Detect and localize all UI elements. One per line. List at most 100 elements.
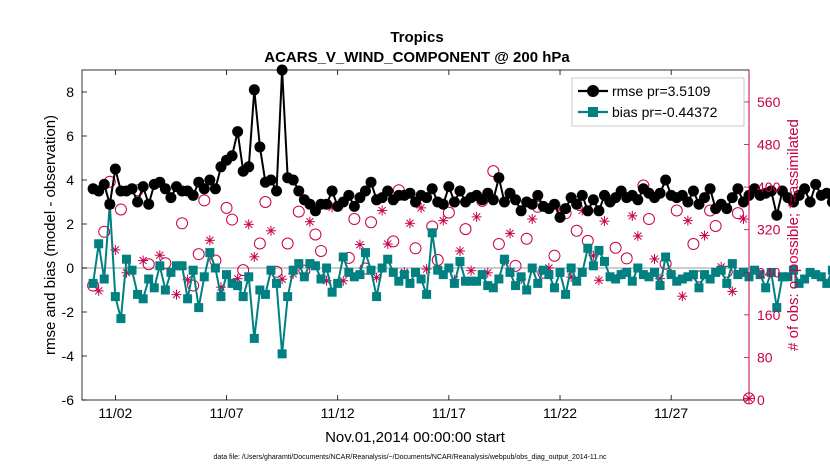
bias-point xyxy=(700,270,710,280)
obs-assimilated-point xyxy=(593,275,604,286)
rmse-point xyxy=(265,174,277,186)
rmse-point xyxy=(526,198,538,210)
bias-point xyxy=(133,289,143,299)
rmse-point xyxy=(571,198,583,210)
y-left-tick-label: -4 xyxy=(62,348,75,364)
rmse-point xyxy=(454,185,466,197)
bias-point xyxy=(244,272,254,282)
rmse-point xyxy=(726,192,738,204)
rmse-point xyxy=(137,181,149,193)
bias-point xyxy=(605,272,615,282)
bias-point xyxy=(650,267,660,277)
bias-point xyxy=(272,278,282,288)
rmse-point xyxy=(321,198,333,210)
rmse-point xyxy=(132,196,144,208)
bias-point xyxy=(255,285,265,295)
rmse-series xyxy=(87,64,830,223)
bias-point xyxy=(677,274,687,284)
rmse-point xyxy=(448,196,460,208)
obs-assimilated-point xyxy=(138,255,149,266)
bias-point xyxy=(827,265,830,275)
chart-subtitle: ACARS_V_WIND_COMPONENT @ 200 hPa xyxy=(264,49,570,66)
obs-possible-point xyxy=(220,201,233,214)
bias-point xyxy=(355,270,365,280)
obs-assimilated-point xyxy=(382,239,393,250)
x-axis-label: Nov.01,2014 00:00:00 start xyxy=(325,429,506,446)
legend-rmse-label: rmse pr=3.5109 xyxy=(612,83,711,99)
bias-point xyxy=(611,274,621,284)
rmse-point xyxy=(165,192,177,204)
rmse-point xyxy=(293,185,305,197)
bias-point xyxy=(394,276,404,286)
bias-point xyxy=(455,256,465,266)
x-tick-label: 11/12 xyxy=(321,405,355,421)
bias-point xyxy=(566,263,576,273)
bias-point xyxy=(705,274,715,284)
obs-assimilated-point xyxy=(632,231,643,242)
bias-point xyxy=(399,270,409,280)
rmse-point xyxy=(98,178,110,190)
bias-point xyxy=(561,289,571,299)
obs-possible-point xyxy=(176,217,189,230)
rmse-point xyxy=(554,211,566,223)
bias-point xyxy=(800,274,810,284)
y-axis-left: -6 -4 -2 0 2 4 6 8 xyxy=(62,84,87,408)
bias-point xyxy=(127,265,137,275)
y-right-tick-label: 80 xyxy=(757,349,773,365)
rmse-point xyxy=(510,194,522,206)
bias-point xyxy=(166,267,176,277)
bias-point xyxy=(183,294,193,304)
y-left-tick-label: 0 xyxy=(66,260,74,276)
y-left-tick-label: 4 xyxy=(66,172,74,188)
bias-point xyxy=(333,278,343,288)
bias-point xyxy=(711,267,721,277)
rmse-point xyxy=(226,150,238,162)
obs-assimilated-point xyxy=(304,216,315,227)
obs-assimilated-point xyxy=(682,215,693,226)
x-axis: 11/02 11/07 11/12 11/17 11/22 11/27 xyxy=(98,70,688,421)
obs-assimilated-point xyxy=(504,228,515,239)
bias-point xyxy=(505,267,515,277)
obs-possible-point xyxy=(548,249,561,262)
bias-point xyxy=(433,265,443,275)
rmse-point xyxy=(404,187,416,199)
bias-point xyxy=(783,272,793,282)
x-tick-label: 11/17 xyxy=(432,405,466,421)
x-tick-label: 11/02 xyxy=(98,405,132,421)
y-left-tick-label: 2 xyxy=(66,216,74,232)
bias-point xyxy=(194,303,204,313)
y-right-tick-label: 400 xyxy=(757,179,781,195)
bias-point xyxy=(733,270,743,280)
obs-possible-point xyxy=(570,224,583,237)
obs-assimilated-point xyxy=(454,245,465,256)
rmse-point xyxy=(271,185,283,197)
obs-assimilated-point xyxy=(738,214,749,225)
x-tick-label: 11/27 xyxy=(654,405,688,421)
bias-point xyxy=(377,263,387,273)
bias-point xyxy=(694,283,704,293)
bias-point xyxy=(666,270,676,280)
obs-assimilated-point xyxy=(265,225,276,236)
obs-assimilated-point xyxy=(204,235,215,246)
bias-point xyxy=(522,285,532,295)
rmse-point xyxy=(654,187,666,199)
bias-point xyxy=(238,292,248,302)
bias-point xyxy=(555,267,565,277)
bias-point xyxy=(805,267,815,277)
bias-point xyxy=(594,245,604,255)
x-tick-label: 11/22 xyxy=(543,405,577,421)
y-right-tick-label: 0 xyxy=(757,392,765,408)
bias-point xyxy=(511,281,521,291)
bias-point xyxy=(299,272,309,282)
obs-possible-point xyxy=(315,244,328,257)
rmse-point xyxy=(109,163,121,175)
bias-point xyxy=(499,254,509,264)
rmse-point xyxy=(704,183,716,195)
bias-point xyxy=(727,259,737,269)
obs-possible-point xyxy=(409,242,422,255)
rmse-point xyxy=(682,196,694,208)
y-right-tick-label: 320 xyxy=(757,222,781,238)
bias-point xyxy=(294,259,304,269)
bias-series xyxy=(88,199,830,359)
obs-possible-point xyxy=(687,238,700,251)
